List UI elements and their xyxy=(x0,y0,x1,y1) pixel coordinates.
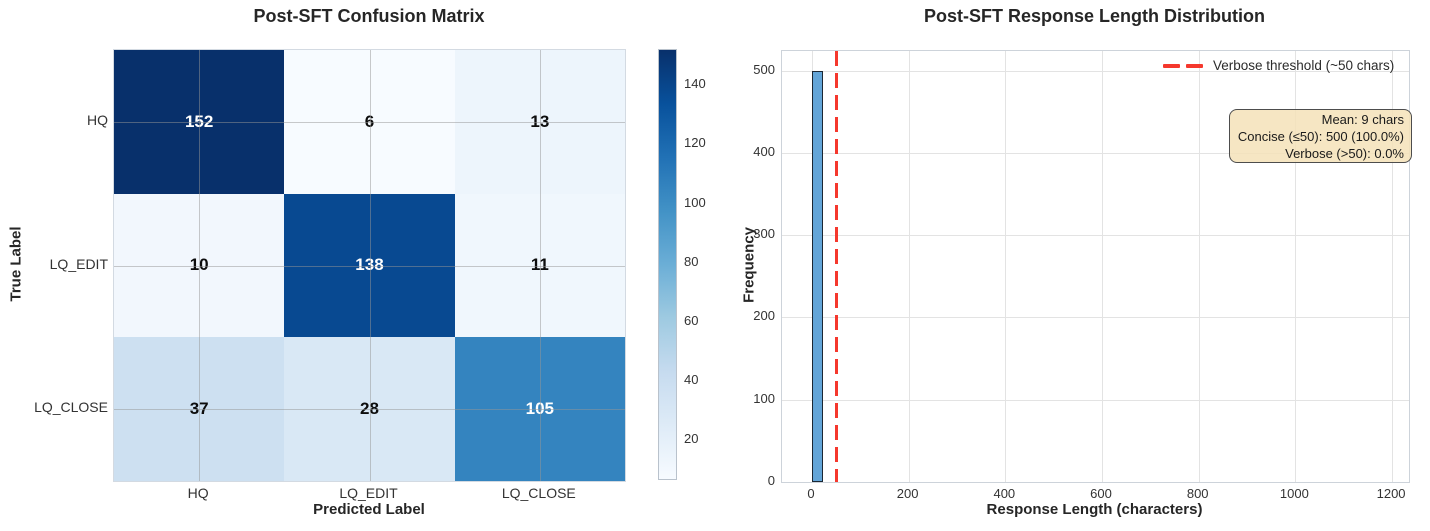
confusion-y-tick-label: HQ xyxy=(87,111,108,128)
histogram-y-tick-label: 500 xyxy=(753,61,775,77)
legend-dash-icon xyxy=(1186,63,1203,68)
heatmap-cell: 11 xyxy=(454,193,625,338)
histogram-x-tick-label: 1000 xyxy=(1279,486,1309,501)
gridline-vertical xyxy=(1392,51,1394,482)
colorbar-gradient xyxy=(658,49,677,480)
confusion-x-tick-label: LQ_EDIT xyxy=(339,485,398,501)
gridline-horizontal xyxy=(782,70,1409,72)
colorbar-tick-label: 120 xyxy=(684,135,706,151)
confusion-matrix-heatmap: 15261310138113728105 xyxy=(113,49,626,482)
gridline-vertical xyxy=(1005,51,1007,482)
histogram-y-tick-label: 0 xyxy=(767,473,775,488)
histogram-x-tick-label: 200 xyxy=(896,486,919,501)
gridline-horizontal xyxy=(782,152,1409,154)
verbose-threshold-dashed-line xyxy=(834,51,839,482)
legend-label: Verbose threshold (~50 chars) xyxy=(1213,58,1395,73)
legend-dash-icon xyxy=(1163,63,1180,68)
histogram-x-axis-label: Response Length (characters) xyxy=(986,501,1203,518)
gridline-horizontal xyxy=(782,235,1409,237)
confusion-x-tick-label: LQ_CLOSE xyxy=(501,485,576,501)
histogram-y-tick-label: 200 xyxy=(753,308,775,324)
histogram-x-tick-label: 800 xyxy=(1186,486,1209,501)
histogram-x-tick-label: 1200 xyxy=(1376,486,1406,501)
stats-annotation-box: Mean: 9 chars Concise (≤50): 500 (100.0%)… xyxy=(1229,109,1412,163)
histogram-y-tick-label: 300 xyxy=(753,226,775,242)
histogram-y-tick-label: 100 xyxy=(753,390,775,406)
heatmap-gridline-vertical xyxy=(539,50,541,481)
colorbar-tick-label: 60 xyxy=(684,312,699,328)
histogram-bar xyxy=(811,70,823,482)
gridline-horizontal xyxy=(782,399,1409,401)
annotation-line: Concise (≤50): 500 (100.0%) xyxy=(1237,129,1404,145)
heatmap-cell: 138 xyxy=(284,193,455,338)
gridline-vertical xyxy=(908,51,910,482)
colorbar-tick-label: 100 xyxy=(684,194,706,210)
gridline-horizontal xyxy=(782,317,1409,319)
histogram-x-tick-label: 400 xyxy=(993,486,1016,501)
annotation-line: Verbose (>50): 0.0% xyxy=(1285,146,1404,162)
colorbar-tick-label: 40 xyxy=(684,371,699,387)
confusion-y-tick-label: LQ_CLOSE xyxy=(34,399,108,416)
confusion-x-tick-label: HQ xyxy=(187,485,209,501)
histogram-x-tick-label: 0 xyxy=(807,486,815,501)
confusion-y-tick-label: LQ_EDIT xyxy=(49,255,108,272)
colorbar-tick-label: 80 xyxy=(684,253,699,269)
histogram-x-tick-label: 600 xyxy=(1090,486,1112,501)
gridline-vertical xyxy=(1102,51,1104,482)
colorbar-tick-label: 20 xyxy=(684,430,699,446)
gridline-vertical xyxy=(1198,51,1200,482)
histogram-y-tick-label: 400 xyxy=(753,143,775,159)
legend: Verbose threshold (~50 chars) xyxy=(1163,58,1394,73)
annotation-line: Mean: 9 chars xyxy=(1321,112,1404,127)
heatmap-gridline-vertical xyxy=(369,50,371,481)
gridline-vertical xyxy=(1295,51,1297,482)
confusion-matrix-y-axis-label: True Label xyxy=(7,226,25,302)
confusion-matrix-x-axis-label: Predicted Label xyxy=(313,501,425,518)
colorbar-tick-label: 140 xyxy=(684,76,706,92)
confusion-matrix-title: Post-SFT Confusion Matrix xyxy=(253,6,485,26)
heatmap-gridline-horizontal xyxy=(114,409,625,411)
histogram-title: Post-SFT Response Length Distribution xyxy=(924,6,1265,26)
